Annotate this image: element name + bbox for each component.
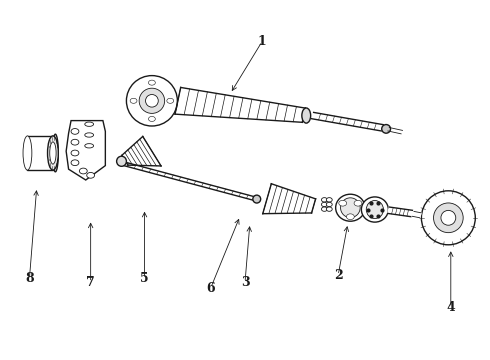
- Circle shape: [71, 139, 79, 145]
- Text: 1: 1: [258, 35, 267, 48]
- Polygon shape: [388, 127, 402, 134]
- Ellipse shape: [139, 88, 165, 113]
- Circle shape: [326, 207, 332, 211]
- Circle shape: [148, 80, 155, 85]
- Text: 4: 4: [446, 301, 455, 314]
- Text: 3: 3: [241, 276, 249, 289]
- Text: 8: 8: [25, 273, 34, 285]
- Circle shape: [326, 202, 332, 207]
- Circle shape: [354, 200, 362, 206]
- Ellipse shape: [48, 136, 58, 170]
- Ellipse shape: [85, 144, 94, 148]
- Text: 7: 7: [86, 276, 95, 289]
- Polygon shape: [66, 121, 105, 180]
- Ellipse shape: [85, 122, 94, 126]
- Ellipse shape: [126, 76, 177, 126]
- Polygon shape: [263, 184, 316, 214]
- Circle shape: [71, 129, 79, 134]
- Ellipse shape: [434, 203, 463, 233]
- Polygon shape: [312, 112, 383, 131]
- Circle shape: [71, 160, 79, 166]
- Circle shape: [321, 207, 327, 211]
- Circle shape: [326, 198, 332, 202]
- Ellipse shape: [382, 125, 391, 133]
- Text: 6: 6: [206, 282, 215, 294]
- Circle shape: [71, 150, 79, 156]
- Circle shape: [321, 198, 327, 202]
- Circle shape: [79, 168, 87, 174]
- Ellipse shape: [117, 156, 126, 166]
- Ellipse shape: [421, 191, 475, 245]
- Ellipse shape: [441, 210, 456, 225]
- Ellipse shape: [361, 197, 388, 222]
- Polygon shape: [175, 87, 305, 122]
- Bar: [27, 136, 53, 170]
- Ellipse shape: [366, 201, 383, 219]
- Polygon shape: [388, 207, 413, 217]
- Text: 5: 5: [140, 273, 149, 285]
- Text: 2: 2: [334, 269, 343, 282]
- Circle shape: [321, 202, 327, 207]
- Ellipse shape: [302, 108, 311, 123]
- Ellipse shape: [52, 134, 58, 172]
- Polygon shape: [412, 211, 421, 218]
- Ellipse shape: [146, 94, 158, 107]
- Ellipse shape: [341, 198, 360, 217]
- Circle shape: [346, 214, 354, 220]
- Ellipse shape: [253, 195, 261, 203]
- Polygon shape: [122, 136, 161, 166]
- Circle shape: [148, 116, 155, 121]
- Ellipse shape: [50, 142, 56, 164]
- Circle shape: [130, 98, 137, 103]
- Ellipse shape: [23, 136, 32, 170]
- Ellipse shape: [336, 194, 365, 221]
- Circle shape: [87, 172, 95, 178]
- Polygon shape: [119, 161, 256, 201]
- Ellipse shape: [85, 133, 94, 137]
- Circle shape: [339, 200, 346, 206]
- Circle shape: [167, 98, 173, 103]
